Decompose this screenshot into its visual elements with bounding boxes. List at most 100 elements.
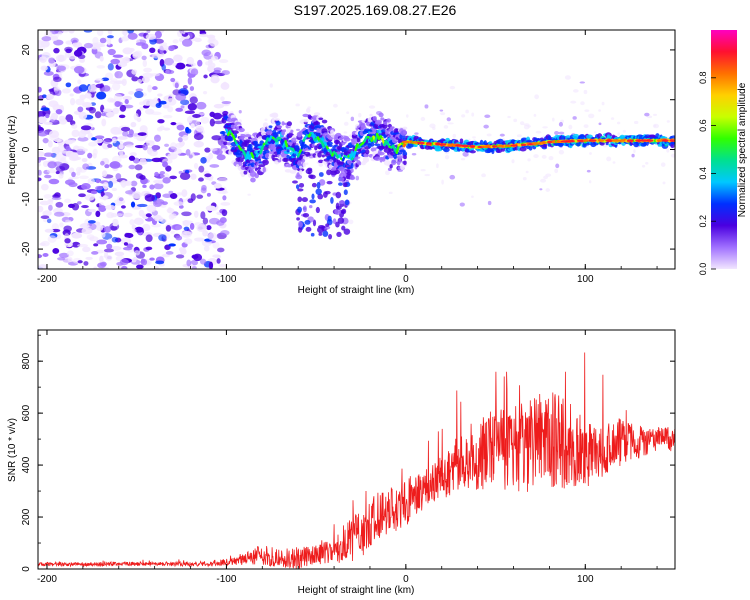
- heatmap-cell: [65, 219, 72, 223]
- heatmap-cell: [657, 139, 664, 142]
- heatmap-cell: [579, 81, 586, 84]
- heatmap-cell: [84, 194, 95, 201]
- heatmap-cell: [121, 36, 130, 42]
- heatmap-cell: [133, 250, 141, 256]
- heatmap-cell: [125, 144, 134, 148]
- heatmap-cell: [484, 114, 491, 119]
- heatmap-cell: [390, 126, 395, 129]
- heatmap-cell: [100, 232, 106, 238]
- heatmap-cell: [653, 113, 657, 117]
- heatmap-cell: [372, 115, 377, 121]
- heatmap-cell: [140, 258, 148, 266]
- heatmap-y-tick-label: -20: [21, 241, 32, 256]
- heatmap-cell: [66, 250, 74, 257]
- heatmap-cell: [118, 143, 124, 150]
- heatmap-cell: [107, 30, 113, 35]
- heatmap-cell: [516, 134, 522, 138]
- heatmap-cell: [598, 122, 602, 126]
- heatmap-cell: [149, 257, 155, 261]
- heatmap-cell: [207, 232, 218, 241]
- heatmap-cell: [95, 185, 103, 191]
- heatmap-cell: [403, 160, 407, 166]
- heatmap-cell: [446, 117, 451, 122]
- heatmap-cell: [554, 131, 559, 136]
- heatmap-cell: [432, 126, 436, 130]
- heatmap-cell: [192, 113, 201, 118]
- heatmap-cell: [461, 114, 466, 118]
- heatmap-cell: [162, 193, 173, 198]
- colorbar-tick-label: 0.2: [698, 215, 708, 228]
- heatmap-cell: [107, 63, 114, 71]
- heatmap-cell: [81, 157, 88, 163]
- heatmap-cell: [311, 193, 315, 200]
- heatmap-cell: [58, 252, 70, 258]
- heatmap-cell: [309, 205, 313, 209]
- heatmap-cell: [305, 226, 312, 232]
- heatmap-cell: [617, 132, 621, 136]
- heatmap-cell: [380, 117, 385, 121]
- heatmap-cell: [107, 143, 113, 148]
- heatmap-cell: [286, 148, 290, 153]
- heatmap-cell: [165, 251, 174, 255]
- heatmap-cell: [139, 125, 148, 133]
- heatmap-cell: [370, 142, 375, 147]
- heatmap-cell: [99, 37, 107, 44]
- heatmap-cell: [539, 188, 543, 191]
- heatmap-cell: [115, 173, 122, 180]
- heatmap-cell: [123, 212, 133, 218]
- heatmap-x-axis-label: Height of straight line (km): [298, 285, 415, 296]
- heatmap-cell: [38, 130, 48, 137]
- heatmap-cell: [336, 231, 342, 238]
- heatmap-cell: [317, 226, 324, 234]
- heatmap-cell: [606, 156, 612, 162]
- snr-panel: -200 -100 0 100 0 200 400 600 800 Height of stra…: [7, 329, 676, 596]
- heatmap-cell: [77, 136, 89, 142]
- snr-y-axis-label: SNR (10 * v/v): [7, 418, 18, 482]
- heatmap-cell: [84, 92, 92, 99]
- heatmap-cell: [287, 141, 294, 146]
- heatmap-cell: [519, 146, 527, 152]
- heatmap-cell: [541, 154, 547, 159]
- heatmap-ridge-segment: [352, 148, 357, 159]
- heatmap-cell: [175, 93, 187, 101]
- heatmap-ridge-segment: [395, 144, 400, 154]
- heatmap-cell: [309, 156, 314, 159]
- heatmap-cell: [58, 173, 64, 179]
- heatmap-cell: [190, 173, 197, 180]
- heatmap-cell: [154, 30, 162, 39]
- heatmap-cell: [87, 84, 98, 93]
- heatmap-cell: [47, 140, 53, 148]
- heatmap-cell: [389, 164, 393, 169]
- heatmap-cell: [168, 190, 174, 194]
- heatmap-cell: [212, 241, 220, 249]
- heatmap-cell: [588, 139, 597, 142]
- heatmap-cell: [194, 222, 202, 226]
- heatmap-cell: [119, 104, 127, 112]
- heatmap-cell: [79, 94, 87, 100]
- heatmap-cell: [77, 260, 83, 264]
- heatmap-cell: [564, 75, 571, 80]
- heatmap-cell: [134, 226, 144, 233]
- heatmap-cell: [290, 129, 294, 134]
- heatmap-cell: [83, 30, 93, 33]
- heatmap-cell: [666, 148, 670, 153]
- heatmap-cell: [384, 170, 390, 176]
- heatmap-cell: [48, 130, 60, 139]
- heatmap-cell: [190, 68, 199, 76]
- heatmap-cell: [295, 184, 300, 190]
- colorbar-tick-label: 0.4: [698, 167, 708, 180]
- heatmap-cell: [653, 124, 657, 128]
- heatmap-cell: [383, 160, 391, 166]
- heatmap-cell: [183, 238, 193, 245]
- snr-x-tick-label: 100: [577, 574, 594, 585]
- heatmap-cell: [670, 153, 675, 158]
- heatmap-cell: [358, 161, 362, 166]
- heatmap-cell: [492, 145, 498, 148]
- heatmap-cell: [272, 131, 279, 138]
- heatmap-cell: [175, 62, 186, 70]
- heatmap-cell: [472, 136, 476, 139]
- heatmap-cell: [170, 122, 177, 126]
- heatmap-cell: [61, 88, 71, 94]
- heatmap-cell: [218, 59, 229, 64]
- heatmap-cell: [142, 184, 147, 188]
